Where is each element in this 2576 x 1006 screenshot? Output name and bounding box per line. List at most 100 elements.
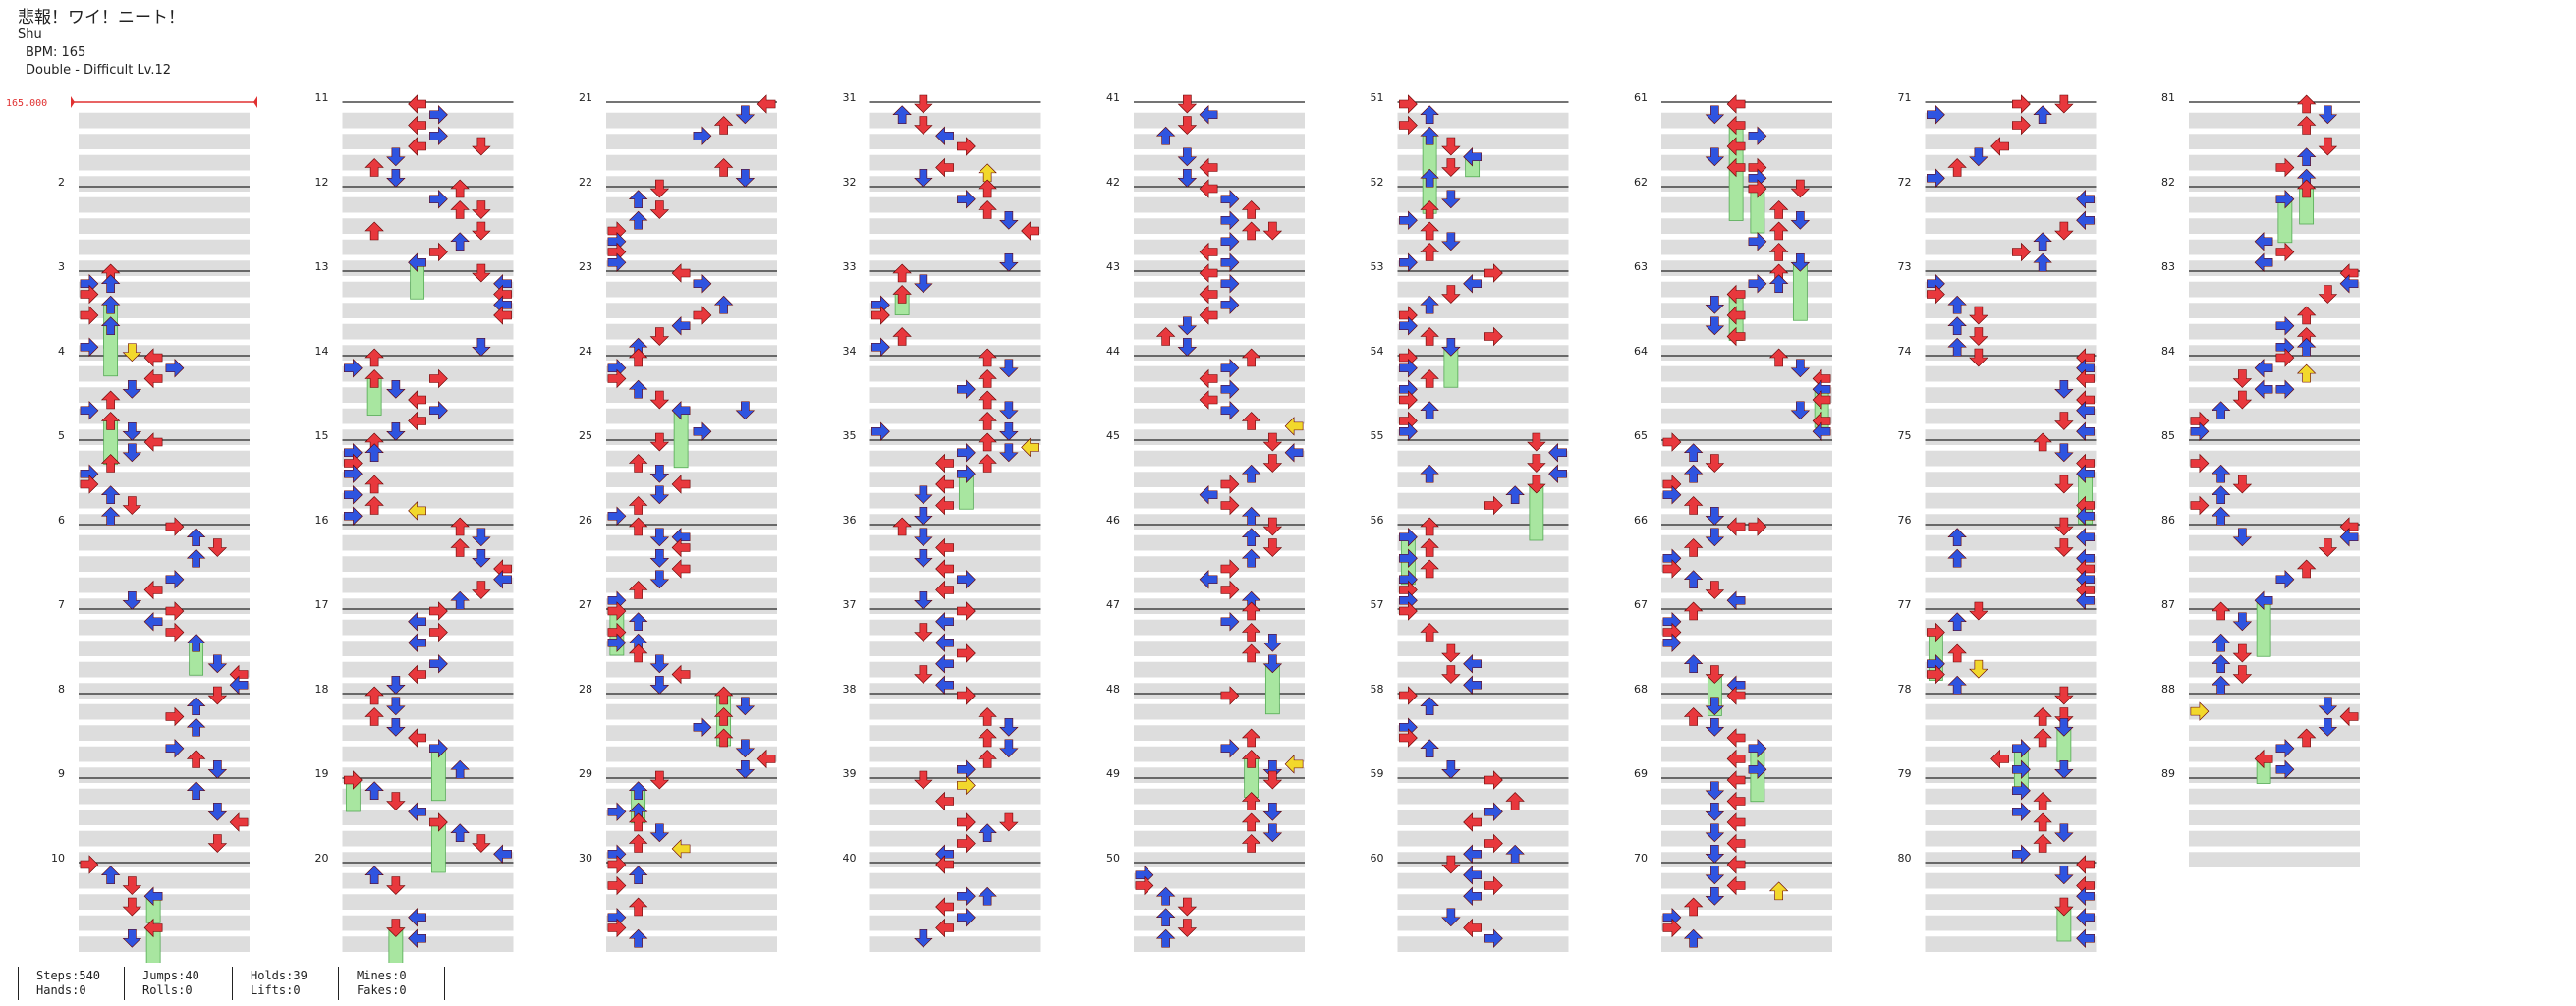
beat-band <box>342 788 514 805</box>
beat-band <box>869 196 1041 213</box>
beat-band <box>1925 303 2097 318</box>
measure-number: 79 <box>1898 767 1912 780</box>
beat-band <box>1134 915 1305 931</box>
beat-band <box>79 514 250 530</box>
beat-band <box>1397 514 1569 530</box>
beat-band <box>1397 936 1569 952</box>
beat-band <box>1661 915 1832 931</box>
beat-band <box>342 683 514 699</box>
measure-number: 2 <box>58 176 65 189</box>
beat-band <box>606 810 777 825</box>
beat-band <box>1925 239 2097 255</box>
beat-band <box>1397 176 1569 192</box>
beat-band <box>1661 577 1832 593</box>
beat-band <box>1661 134 1832 149</box>
step-arrow-jump <box>2054 94 2074 114</box>
beat-band <box>1397 134 1569 149</box>
measure-number: 28 <box>579 683 592 696</box>
beat-band <box>606 218 777 234</box>
beat-band <box>869 683 1041 699</box>
beat-band <box>1661 387 1832 403</box>
beat-band <box>79 703 250 720</box>
beat-band <box>1397 810 1569 825</box>
stat-jumps: Jumps:40 <box>142 969 199 982</box>
beat-band <box>79 788 250 805</box>
stats-holds-lifts: Holds:39 Lifts:0 <box>232 967 308 1000</box>
step-arrow <box>2297 94 2316 114</box>
beat-band <box>1397 598 1569 614</box>
measure-number: 26 <box>579 514 592 527</box>
beat-band <box>869 514 1041 530</box>
beat-band <box>1134 176 1305 192</box>
beat-band <box>342 281 514 298</box>
measure-number: 15 <box>315 429 329 442</box>
beat-band <box>2189 260 2360 276</box>
beat-band <box>1925 641 2097 656</box>
beat-band <box>1925 492 2097 509</box>
measure-number: 3 <box>58 260 65 273</box>
beat-band <box>1134 725 1305 741</box>
measure-number: 82 <box>2161 176 2175 189</box>
beat-band <box>342 556 514 572</box>
beat-band <box>1925 577 2097 593</box>
beat-band <box>1925 915 2097 931</box>
beat-band <box>342 534 514 551</box>
beat-band <box>1134 260 1305 276</box>
step-arrow <box>914 94 933 114</box>
measure-number: 50 <box>1106 852 1120 865</box>
beat-band <box>1397 196 1569 213</box>
beat-band <box>869 767 1041 783</box>
beat-band <box>1397 703 1569 720</box>
measure-number: 74 <box>1898 345 1912 358</box>
measure-number: 73 <box>1898 260 1912 273</box>
measure-number: 75 <box>1898 429 1912 442</box>
measure-number: 63 <box>1634 260 1648 273</box>
beat-band <box>1925 281 2097 298</box>
beat-band <box>1661 619 1832 636</box>
beat-band <box>1134 661 1305 678</box>
beat-band <box>606 598 777 614</box>
beat-band <box>869 556 1041 572</box>
measure-number: 45 <box>1106 429 1120 442</box>
beat-band <box>1661 323 1832 340</box>
measure-number: 53 <box>1371 260 1384 273</box>
beat-band <box>1661 303 1832 318</box>
beat-band <box>342 746 514 762</box>
beat-band <box>1661 641 1832 656</box>
beat-band <box>1134 872 1305 889</box>
beat-band <box>342 112 514 129</box>
beat-band <box>1134 450 1305 467</box>
beat-band <box>79 725 250 741</box>
beat-band <box>342 260 514 276</box>
beat-band <box>1397 788 1569 805</box>
beat-band <box>1661 746 1832 762</box>
measure-number: 16 <box>315 514 329 527</box>
beat-band <box>606 936 777 952</box>
beat-band <box>1661 450 1832 467</box>
beat-band <box>869 176 1041 192</box>
beat-band <box>1925 112 2097 129</box>
beat-band <box>1661 514 1832 530</box>
beat-band <box>2189 830 2360 847</box>
beat-band <box>1925 725 2097 741</box>
beat-band <box>1925 810 2097 825</box>
beat-band <box>342 134 514 149</box>
beat-band <box>2189 492 2360 509</box>
beat-band <box>1397 365 1569 382</box>
step-arrow <box>1178 94 1197 114</box>
measure-number: 19 <box>315 767 329 780</box>
beat-band <box>869 703 1041 720</box>
beat-band <box>1925 429 2097 445</box>
beat-band <box>79 218 250 234</box>
beat-band <box>79 894 250 910</box>
beat-band <box>2189 514 2360 530</box>
step-arrow <box>1726 94 1746 114</box>
beat-band <box>1925 661 2097 678</box>
beat-band <box>1661 281 1832 298</box>
beat-band <box>869 239 1041 255</box>
measure-number: 66 <box>1634 514 1648 527</box>
measure-number: 77 <box>1898 598 1912 611</box>
measure-number: 70 <box>1634 852 1648 865</box>
beat-band <box>606 323 777 340</box>
beat-band <box>1397 852 1569 867</box>
